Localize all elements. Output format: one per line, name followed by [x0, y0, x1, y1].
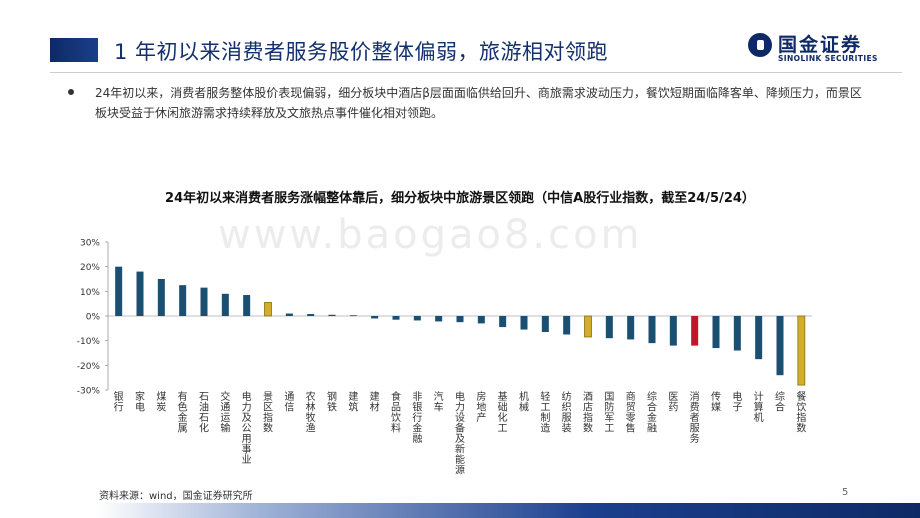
bar: [307, 314, 315, 316]
title-accent-bar: [50, 38, 98, 62]
bar: [712, 316, 720, 349]
bar: [285, 313, 293, 316]
x-tick-label: 石油石化: [199, 392, 209, 435]
bar: [733, 316, 741, 351]
x-tick-label: 商贸零售: [626, 390, 636, 435]
bar: [627, 316, 635, 340]
x-tick-label: 电子: [732, 390, 742, 414]
y-axis: 30% 20% 10% 0% -10% -20% -30%: [77, 239, 812, 397]
x-tick-label: 综合: [775, 390, 785, 414]
header-divider: [50, 72, 902, 73]
source-note: 资料来源：wind，国金证券研究所: [99, 491, 253, 502]
x-tick-label: 交通运输: [220, 390, 230, 435]
y-tick-label: 0%: [86, 313, 101, 323]
x-tick-label: 景区指数: [263, 391, 273, 435]
x-tick-label: 电力及公用事业: [242, 390, 252, 466]
bar: [456, 316, 464, 323]
bar: [797, 315, 806, 386]
logo-mark-icon: [748, 33, 772, 57]
x-tick-label: 酒店指数: [583, 391, 593, 435]
bar: [115, 266, 123, 316]
bar: [541, 316, 549, 333]
x-tick-label: 餐饮指数: [796, 390, 806, 435]
x-tick-label: 银行: [114, 390, 124, 414]
y-tick-label: 10%: [80, 288, 100, 298]
y-tick-label: -30%: [77, 387, 101, 397]
bar: [243, 295, 251, 316]
bar: [435, 316, 443, 322]
bar: [200, 287, 208, 316]
page-title: 1 年初以来消费者服务股价整体偏弱，旅游相对领跑: [114, 40, 609, 64]
bar: [499, 316, 507, 328]
bar: [520, 316, 528, 330]
chart-title: 24年初以来消费者服务涨幅整体靠后，细分板块中旅游景区领跑（中信A股行业指数，截…: [165, 191, 755, 206]
watermark: www.baogao8.com: [218, 212, 643, 258]
bar: [776, 316, 784, 376]
x-tick-label: 国防军工: [604, 391, 614, 435]
bar: [584, 315, 592, 338]
x-tick-label: 基础化工: [498, 390, 508, 435]
x-tick-label: 计算机: [754, 390, 764, 424]
bar: [328, 314, 336, 316]
footer-band: [96, 503, 920, 518]
bar: [648, 316, 656, 344]
y-tick-label: 30%: [80, 239, 100, 249]
x-tick-label: 医药: [668, 391, 678, 414]
bar: [392, 316, 400, 320]
bar: [691, 316, 699, 346]
x-tick-label: 汽车: [434, 390, 444, 414]
x-tick-label: 煤炭: [156, 390, 166, 414]
x-tick-label: 综合金融: [647, 390, 657, 435]
company-logo: 国金证券 SINOLINK SECURITIES: [748, 30, 898, 68]
x-tick-label: 食品饮料: [391, 390, 401, 435]
bar: [605, 316, 613, 339]
bar: [477, 316, 485, 324]
x-tick-label: 传媒: [711, 391, 721, 414]
bar: [136, 271, 144, 316]
x-tick-label: 电力设备及新能源: [455, 390, 465, 477]
x-tick-label: 非银行金融: [412, 391, 422, 445]
x-tick-label: 建筑: [348, 390, 358, 414]
bar: [157, 279, 165, 316]
bar: [371, 316, 379, 319]
x-tick-label: 房地产: [476, 390, 486, 424]
bar: [264, 302, 272, 317]
x-tick-label: 家电: [135, 390, 145, 414]
bullet-icon: [68, 89, 74, 95]
page-number: 5: [842, 487, 849, 498]
bar: [349, 315, 357, 317]
bar: [179, 285, 187, 316]
x-tick-label: 纺织服装: [562, 390, 572, 435]
x-tick-label: 轻工制造: [540, 390, 550, 435]
y-tick-label: 20%: [80, 263, 100, 273]
bar: [669, 316, 677, 346]
x-tick-label: 机械: [519, 390, 529, 414]
bar: [221, 293, 229, 316]
logo-chinese-name: 国金证券: [778, 34, 863, 56]
x-tick-label: 通信: [284, 391, 294, 414]
summary-text: 24年初以来，消费者服务整体股价表现偏弱，细分板块中酒店β层面面临供给回升、商旅…: [95, 86, 862, 120]
bar: [563, 316, 571, 335]
bar: [413, 316, 421, 321]
bar-series: [115, 266, 806, 386]
logo-english-name: SINOLINK SECURITIES: [778, 54, 878, 63]
y-tick-label: -20%: [77, 362, 101, 372]
x-tick-label: 有色金属: [178, 390, 188, 435]
bar: [755, 316, 763, 360]
x-tick-label: 农林牧渔: [306, 390, 316, 435]
y-tick-label: -10%: [77, 337, 101, 347]
x-tick-label: 钢铁: [327, 390, 337, 414]
x-tick-label: 建材: [370, 390, 380, 414]
x-tick-label: 消费者服务: [690, 390, 700, 445]
